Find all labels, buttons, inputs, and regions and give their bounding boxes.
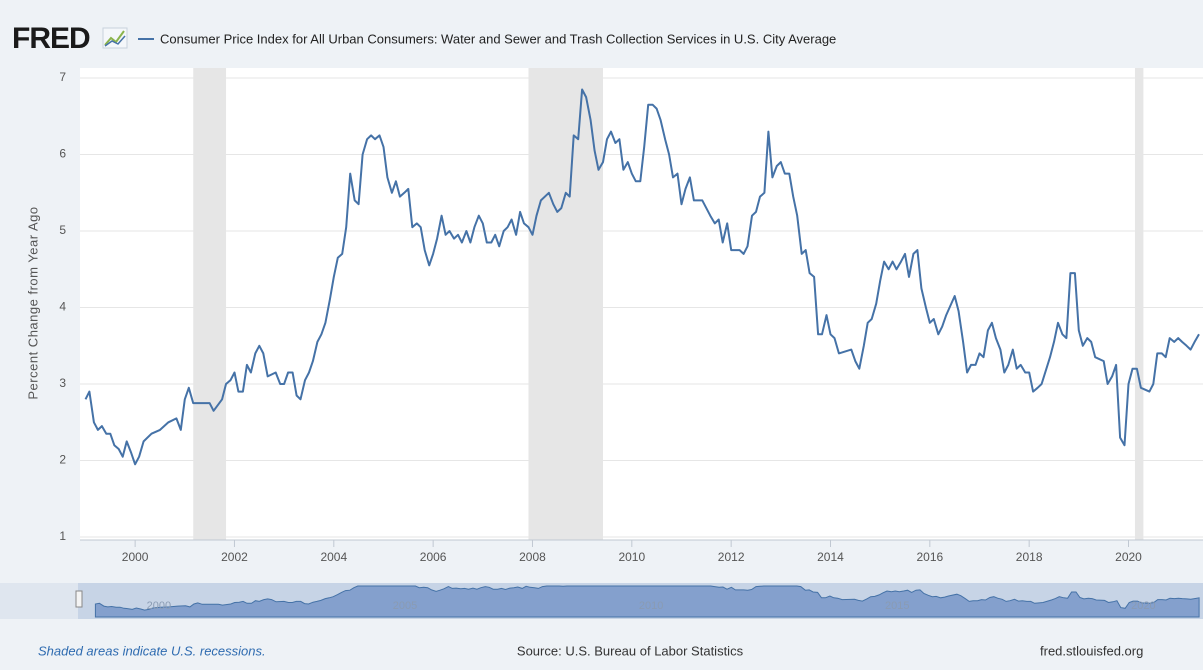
navigator-series — [94, 585, 1200, 618]
x-tick-label: 2000 — [122, 550, 149, 564]
y-tick-label: 5 — [59, 223, 66, 237]
navigator-tick-label: 2010 — [639, 600, 663, 612]
x-tick-label: 2014 — [817, 550, 844, 564]
x-tick-label: 2010 — [618, 550, 645, 564]
navigator-handle[interactable] — [75, 590, 83, 608]
navigator-tick-label: 2020 — [1131, 600, 1155, 612]
x-tick-label: 2012 — [718, 550, 745, 564]
y-tick-label: 3 — [59, 376, 66, 390]
y-axis-label: Percent Change from Year Ago — [25, 206, 40, 399]
navigator-tick-label: 2000 — [147, 600, 171, 612]
navigator-tick-label: 2015 — [885, 600, 909, 612]
y-tick-label: 6 — [59, 147, 66, 161]
y-tick-label: 2 — [59, 453, 66, 467]
recession-note: Shaded areas indicate U.S. recessions. — [38, 643, 266, 658]
plot-area — [80, 68, 1203, 540]
recession — [1134, 68, 1144, 540]
site: fred.stlouisfed.org — [1040, 643, 1143, 658]
x-tick-label: 2002 — [221, 550, 248, 564]
source: Source: U.S. Bureau of Labor Statistics — [517, 643, 744, 658]
recession — [193, 68, 227, 540]
y-tick-label: 1 — [59, 529, 66, 543]
navigator-tick-label: 2005 — [393, 600, 417, 612]
logo-icon — [102, 27, 128, 49]
legend-label: Consumer Price Index for All Urban Consu… — [160, 31, 836, 46]
y-tick-label: 4 — [59, 300, 66, 314]
x-tick-label: 2016 — [916, 550, 943, 564]
x-tick-label: 2020 — [1115, 550, 1142, 564]
x-tick-label: 2006 — [420, 550, 447, 564]
x-tick-label: 2004 — [320, 550, 347, 564]
plot-layer: 1 2 3 4 5 6 7 2000 2002 2004 2006 2008 2010 2012 2014 2… — [59, 68, 1203, 564]
logo: FRED — [12, 22, 90, 55]
x-tick-label: 2008 — [519, 550, 546, 564]
y-tick-label: 7 — [59, 70, 66, 84]
x-tick-label: 2018 — [1016, 550, 1043, 564]
series-line — [84, 88, 1200, 466]
recession — [528, 68, 604, 540]
